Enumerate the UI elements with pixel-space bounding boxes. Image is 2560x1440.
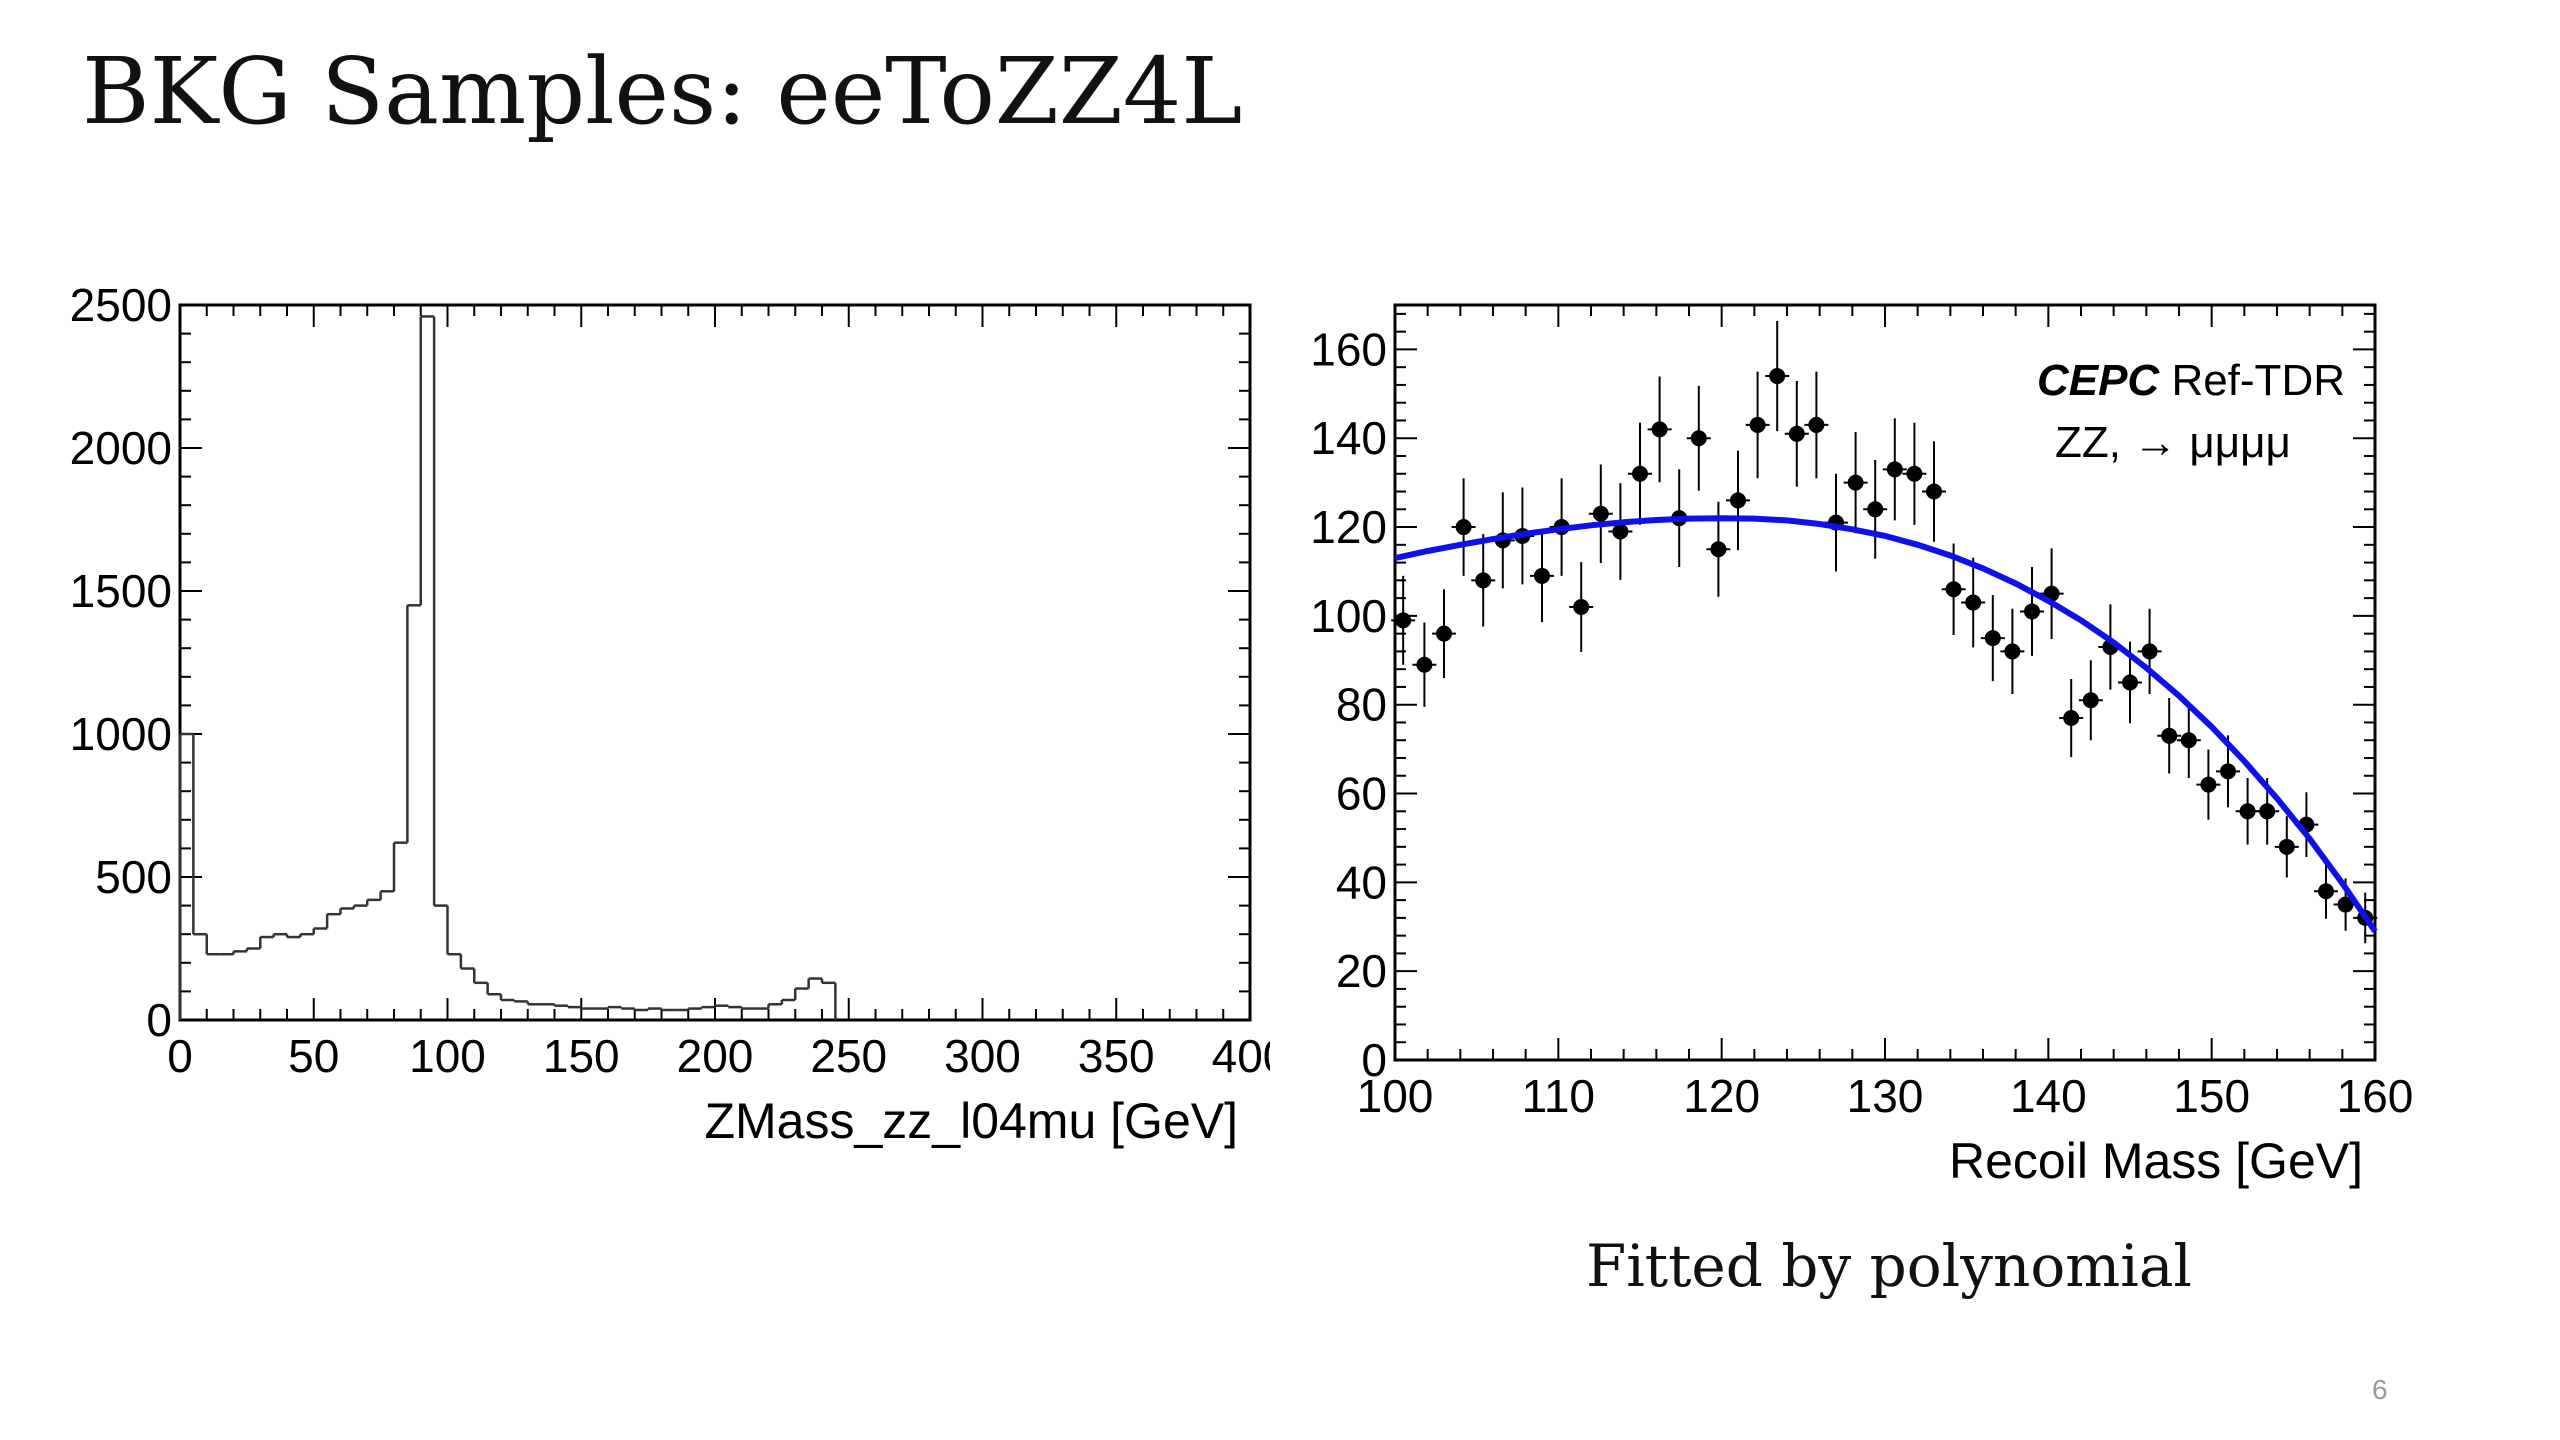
data-point	[1690, 430, 1707, 447]
data-point	[1730, 492, 1746, 509]
data-point	[1436, 625, 1452, 642]
recoil-y-tick-label: 20	[1336, 945, 1387, 997]
hist-y-tick-label: 2000	[70, 422, 172, 474]
recoil-y-tick-label: 60	[1336, 768, 1387, 820]
data-point	[2024, 603, 2040, 620]
data-point	[2259, 803, 2276, 820]
data-point	[2004, 643, 2021, 660]
legend-label: Ref-TDR	[2171, 356, 2345, 405]
data-point	[1455, 519, 1472, 536]
recoil-x-tick-label: 100	[1357, 1070, 1434, 1122]
recoil-x-tick-label: 150	[2173, 1070, 2250, 1122]
hist-x-tick-label: 100	[409, 1030, 486, 1082]
data-point	[2220, 763, 2236, 780]
data-point	[2141, 643, 2158, 660]
fit-caption: Fitted by polynomial	[1586, 1232, 2192, 1300]
data-point	[1534, 567, 1550, 584]
recoil-y-tick-label: 80	[1336, 679, 1387, 731]
hist-x-axis-title: ZMass_zz_l04mu [GeV]	[704, 1093, 1238, 1149]
data-point	[2337, 896, 2354, 913]
data-point	[1984, 630, 2001, 647]
hist-x-tick-label: 150	[543, 1030, 620, 1082]
data-point	[2278, 838, 2295, 855]
recoil-y-tick-label: 120	[1310, 501, 1387, 553]
hist-x-tick-label: 200	[677, 1030, 754, 1082]
hist-x-tick-label: 300	[944, 1030, 1021, 1082]
data-point	[1769, 368, 1786, 385]
hist-x-tick-label: 50	[288, 1030, 339, 1082]
recoil-x-tick-label: 110	[1522, 1070, 1595, 1122]
hist-y-tick-label: 1000	[70, 708, 172, 760]
recoil-y-tick-label: 140	[1310, 412, 1387, 464]
data-point	[1867, 501, 1884, 518]
recoil-x-axis-title: Recoil Mass [GeV]	[1949, 1133, 2363, 1189]
data-point	[1906, 465, 1923, 482]
hist-y-tick-label: 0	[146, 994, 172, 1046]
recoil-y-tick-label: 100	[1310, 590, 1387, 642]
data-point	[1886, 461, 1903, 478]
legend-experiment-line: CEPC Ref-TDR	[2037, 356, 2345, 405]
slide-title: BKG Samples: eeToZZ4L	[82, 38, 1243, 145]
data-point	[2161, 727, 2178, 744]
data-point	[1788, 425, 1805, 442]
legend-experiment: CEPC	[2037, 356, 2171, 405]
recoil-x-tick-label: 160	[2337, 1070, 2414, 1122]
data-point	[1573, 599, 1590, 615]
data-point	[1416, 656, 1433, 673]
hist-y-tick-label: 2500	[70, 280, 172, 331]
zmass-histogram-chart: 0 50 100 150 200 250 300 350 400 0 500 1000 1500 2000…	[70, 280, 1270, 1149]
recoil-y-tick-label: 0	[1361, 1034, 1387, 1086]
recoil-y-tick-label: 40	[1336, 856, 1387, 908]
data-point	[1945, 581, 1962, 598]
data-point	[1749, 416, 1766, 433]
legend-process: ZZ, → μμμμ	[2055, 418, 2291, 467]
data-point	[2239, 803, 2256, 820]
data-point	[1395, 612, 1412, 629]
hist-x-tick-label: 0	[167, 1030, 193, 1082]
data-point	[1612, 523, 1629, 540]
hist-x-tick-label: 400	[1212, 1030, 1270, 1082]
hist-x-tick-label: 250	[810, 1030, 887, 1082]
data-point	[1808, 416, 1825, 433]
data-point	[2122, 674, 2138, 691]
recoil-x-tick-label: 140	[2010, 1070, 2087, 1122]
data-point	[2063, 710, 2080, 727]
data-point	[1475, 572, 1492, 589]
polynomial-fit-line	[1394, 515, 2378, 933]
data-point	[2200, 776, 2217, 793]
hist-y-tick-label: 1500	[70, 565, 172, 617]
recoil-y-tick-label: 160	[1310, 323, 1387, 375]
data-point	[2082, 692, 2099, 709]
page-number: 6	[2372, 1374, 2388, 1405]
data-point	[1592, 505, 1609, 522]
recoil-mass-fit-chart: 100 110 120 130 140 150 160 0 20 40 60 80 100 120 140 1…	[1310, 303, 2414, 1189]
data-point	[1651, 421, 1668, 438]
data-point	[1926, 483, 1942, 500]
data-point	[1710, 541, 1727, 558]
data-point	[2180, 732, 2197, 749]
data-point	[2318, 883, 2334, 900]
data-point	[1632, 465, 1648, 482]
data-point	[1847, 474, 1864, 491]
recoil-x-tick-label: 130	[1847, 1070, 1924, 1122]
hist-y-tick-label: 500	[95, 851, 172, 903]
recoil-x-tick-label: 120	[1683, 1070, 1760, 1122]
data-point	[1965, 594, 1982, 611]
hist-x-tick-label: 350	[1078, 1030, 1155, 1082]
